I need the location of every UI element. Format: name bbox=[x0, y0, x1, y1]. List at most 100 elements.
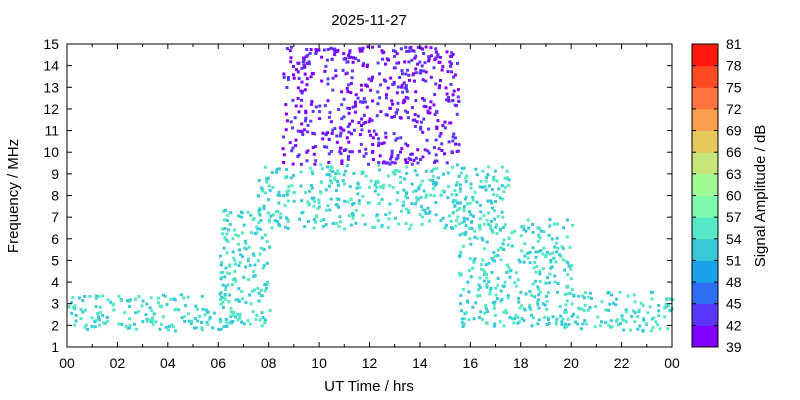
data-cell bbox=[132, 322, 136, 326]
data-cell bbox=[310, 169, 314, 173]
data-cell bbox=[652, 316, 656, 320]
data-cell bbox=[466, 217, 469, 221]
data-cell bbox=[420, 222, 424, 226]
data-cell bbox=[439, 193, 443, 197]
x-axis-title: UT Time / hrs bbox=[324, 378, 414, 395]
data-cell bbox=[342, 128, 346, 132]
data-cell bbox=[101, 294, 105, 298]
data-cell bbox=[364, 83, 368, 87]
data-cell bbox=[244, 247, 248, 251]
data-cell bbox=[495, 179, 499, 183]
data-cell bbox=[252, 270, 256, 274]
colorbar-segment bbox=[692, 65, 718, 88]
data-cell bbox=[493, 322, 497, 326]
data-cell bbox=[484, 304, 488, 308]
data-cell bbox=[641, 328, 645, 332]
data-cell bbox=[479, 310, 483, 314]
data-cell bbox=[321, 224, 325, 228]
data-cell bbox=[253, 288, 256, 292]
data-cell bbox=[533, 279, 537, 283]
data-cell bbox=[415, 195, 419, 199]
data-cell bbox=[377, 163, 381, 167]
data-cell bbox=[528, 251, 532, 254]
data-cell bbox=[429, 193, 432, 197]
data-cell bbox=[310, 71, 314, 75]
data-cell bbox=[636, 327, 640, 331]
data-cell bbox=[354, 57, 358, 60]
data-cell bbox=[381, 186, 385, 190]
data-cell bbox=[457, 174, 461, 178]
data-cell bbox=[112, 308, 116, 312]
data-cell bbox=[417, 187, 421, 191]
data-cell bbox=[284, 216, 288, 220]
data-cell bbox=[335, 140, 339, 144]
data-cell bbox=[349, 91, 353, 95]
data-cell bbox=[567, 292, 571, 295]
data-cell bbox=[426, 109, 430, 113]
data-cell bbox=[106, 298, 110, 302]
data-cell bbox=[556, 282, 560, 285]
data-cell bbox=[264, 191, 267, 195]
data-cell bbox=[320, 79, 324, 83]
data-cell bbox=[237, 299, 241, 303]
data-cell bbox=[287, 78, 290, 81]
data-cell bbox=[362, 62, 366, 66]
data-cell bbox=[581, 322, 585, 326]
data-cell bbox=[460, 167, 464, 170]
data-cell bbox=[620, 317, 624, 321]
data-cell bbox=[355, 186, 359, 190]
data-cell bbox=[396, 101, 400, 105]
data-cell bbox=[418, 213, 422, 217]
data-cell bbox=[531, 231, 535, 234]
data-cell bbox=[223, 227, 227, 231]
data-cell bbox=[367, 77, 371, 81]
data-cell bbox=[413, 113, 417, 117]
data-cell bbox=[286, 218, 290, 221]
data-cell bbox=[237, 264, 241, 268]
data-cell bbox=[582, 309, 586, 313]
data-cell bbox=[358, 100, 362, 104]
colorbar-tick-label: 75 bbox=[726, 79, 742, 95]
data-cell bbox=[306, 123, 310, 127]
data-cell bbox=[358, 186, 362, 190]
data-cell bbox=[390, 99, 394, 103]
data-cell bbox=[362, 122, 366, 126]
data-cell bbox=[463, 232, 467, 236]
data-cell bbox=[550, 265, 554, 269]
data-cell bbox=[429, 100, 433, 104]
data-cell bbox=[657, 314, 660, 318]
data-cell bbox=[430, 169, 434, 173]
data-cell bbox=[542, 230, 546, 233]
data-cell bbox=[633, 311, 637, 315]
data-cell bbox=[453, 103, 457, 107]
data-cell bbox=[242, 223, 246, 227]
data-cell bbox=[624, 320, 628, 324]
data-cell bbox=[275, 210, 278, 214]
data-cell bbox=[275, 170, 279, 174]
data-cell bbox=[371, 143, 375, 146]
data-cell bbox=[569, 291, 573, 295]
data-cell bbox=[477, 316, 481, 319]
data-cell bbox=[336, 179, 339, 183]
data-cell bbox=[286, 219, 290, 223]
data-cell bbox=[500, 184, 504, 188]
data-cell bbox=[196, 307, 199, 311]
data-cell bbox=[326, 48, 330, 51]
data-cell bbox=[489, 199, 493, 203]
data-cell bbox=[276, 220, 280, 224]
data-cell bbox=[309, 119, 313, 123]
data-cell bbox=[427, 57, 431, 61]
data-cell bbox=[359, 142, 363, 146]
y-tick-label: 8 bbox=[51, 188, 59, 204]
y-tick-label: 3 bbox=[51, 296, 59, 312]
data-cell bbox=[392, 132, 396, 136]
data-cell bbox=[461, 244, 465, 248]
data-cell bbox=[454, 199, 458, 203]
data-cell bbox=[402, 188, 406, 192]
data-cell bbox=[337, 198, 341, 201]
data-cell bbox=[519, 290, 523, 294]
data-cell bbox=[172, 297, 176, 301]
data-cell bbox=[286, 199, 290, 203]
data-cell bbox=[384, 79, 388, 83]
data-cell bbox=[451, 139, 455, 143]
